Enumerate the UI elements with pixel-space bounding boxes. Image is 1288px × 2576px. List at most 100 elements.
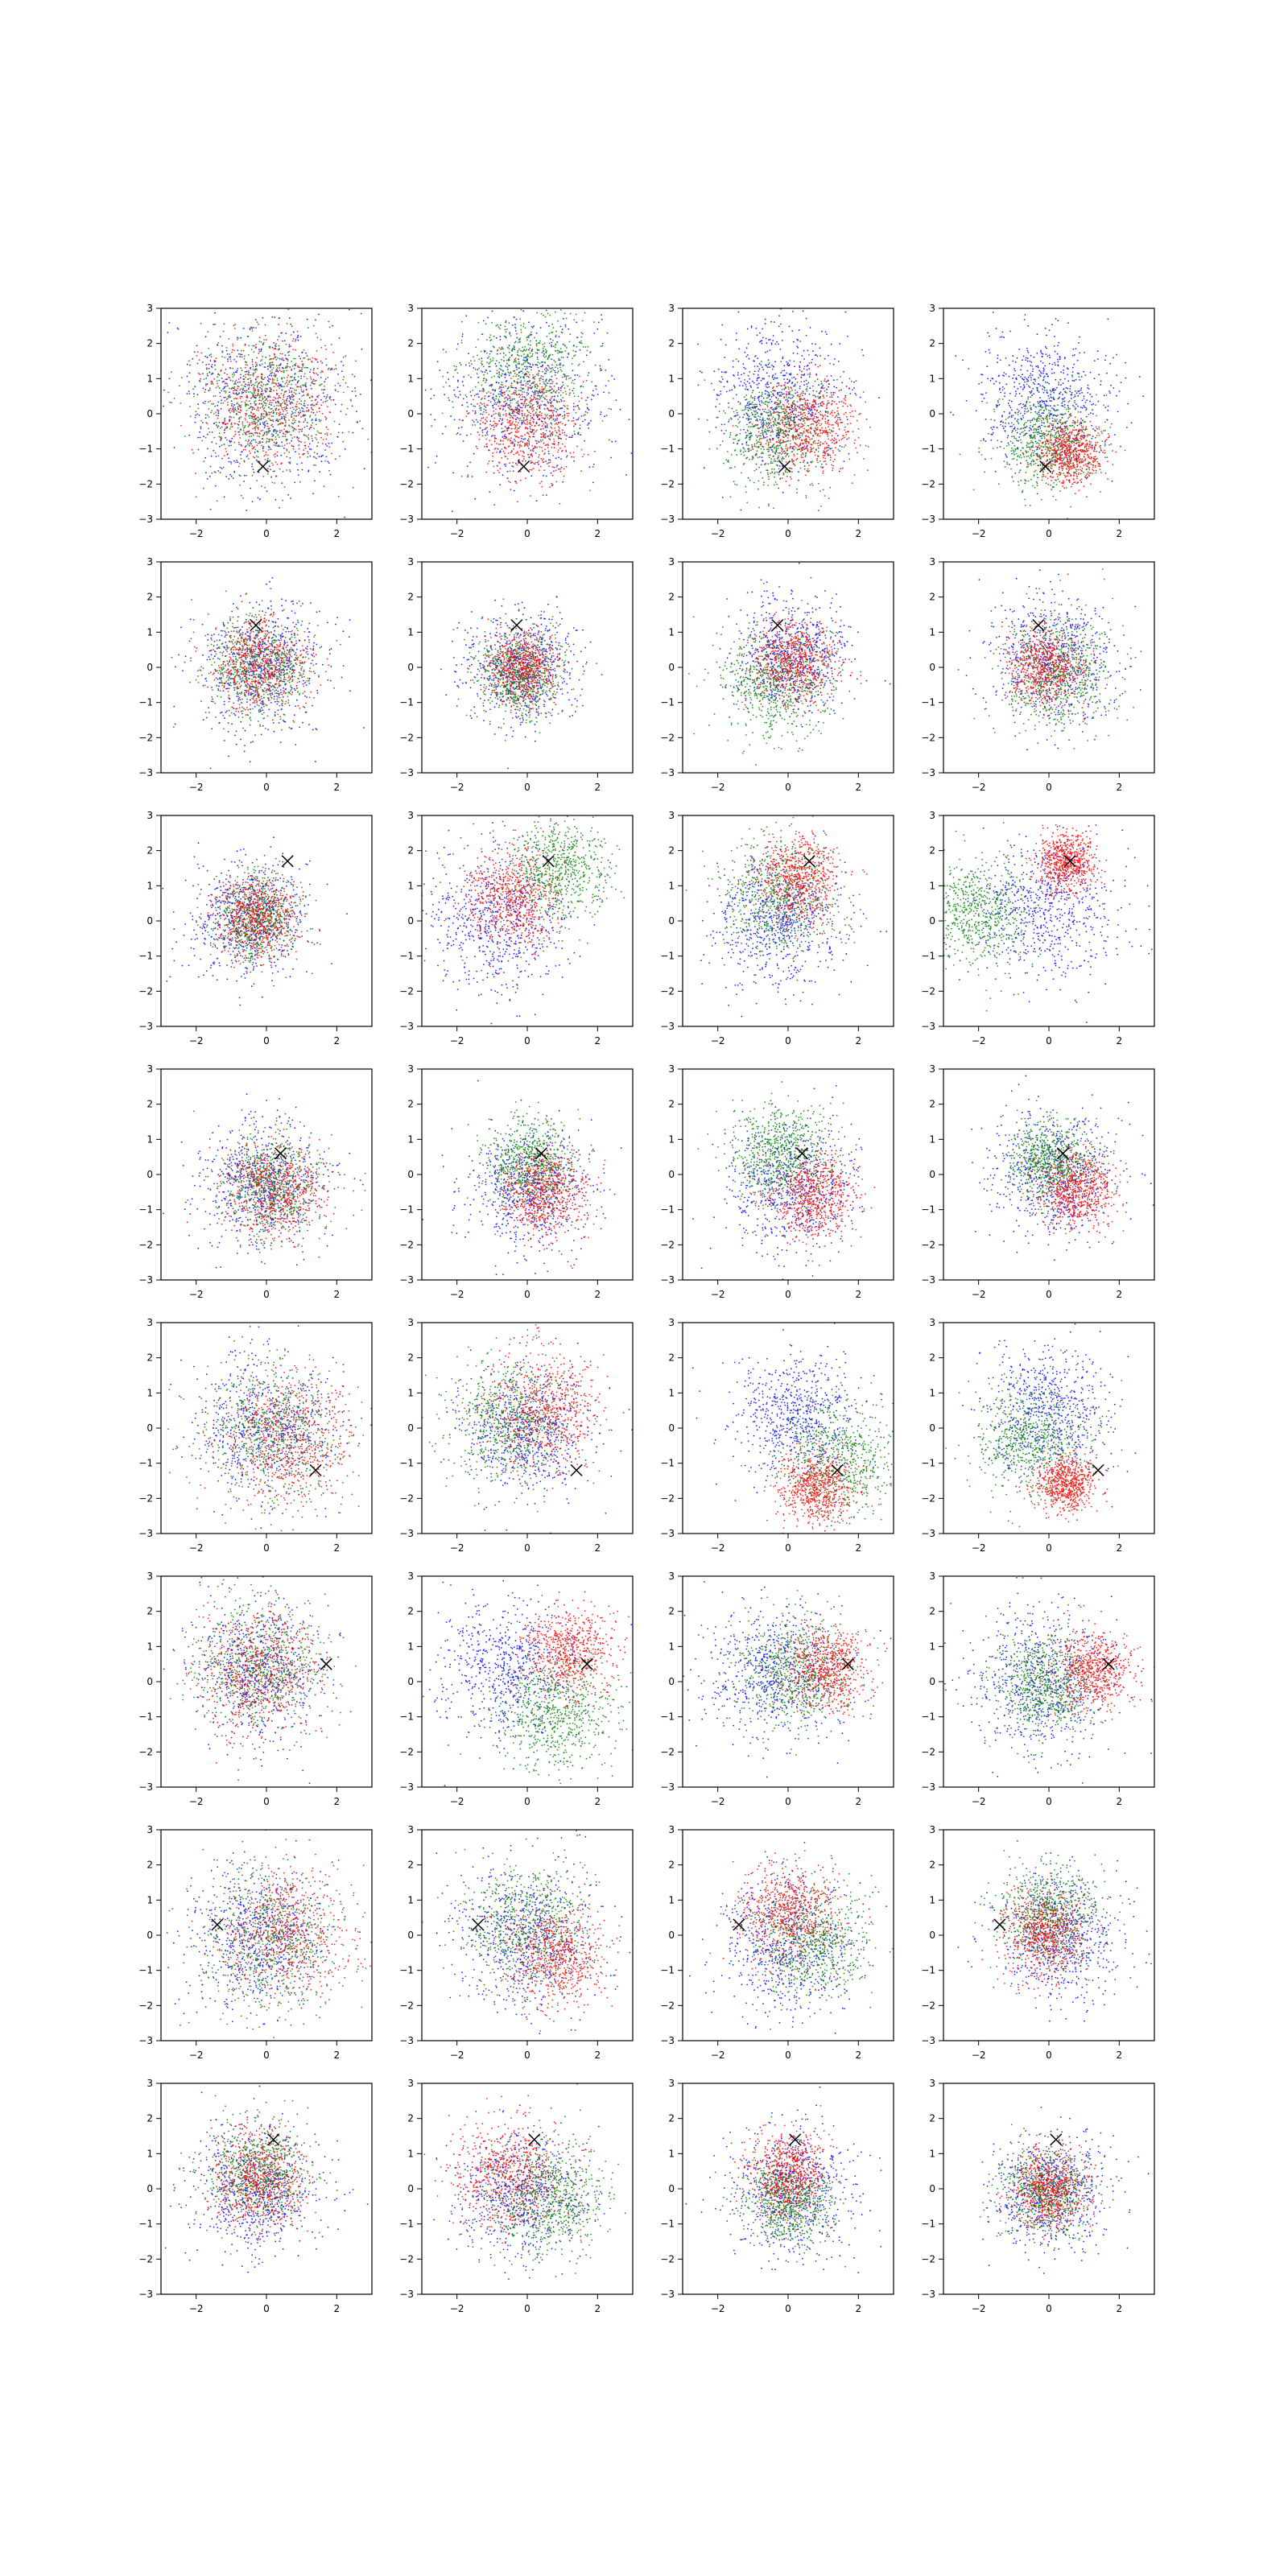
y-tick-label: −3 (921, 1021, 935, 1032)
x-tick-label: 2 (334, 1035, 341, 1046)
y-tick-label: 0 (668, 915, 675, 927)
y-tick-label: 1 (407, 1641, 414, 1652)
y-tick-label: 0 (407, 1676, 414, 1687)
y-tick-label: 2 (147, 1860, 153, 1871)
x-tick-label: 0 (524, 2303, 530, 2314)
y-tick-label: 0 (147, 1676, 153, 1687)
x-tick-label: 2 (334, 528, 341, 539)
y-tick-label: −3 (399, 1021, 414, 1032)
y-tick-label: 2 (407, 2113, 414, 2124)
x-tick-label: −2 (711, 782, 725, 793)
x-tick-label: 0 (785, 1289, 791, 1300)
y-tick-label: −1 (660, 1965, 675, 1976)
y-tick-label: 0 (407, 2183, 414, 2194)
x-tick-label: 2 (1117, 1035, 1123, 1046)
x-tick-label: −2 (711, 2303, 725, 2314)
y-tick-label: 1 (668, 2148, 675, 2159)
y-tick-label: −1 (921, 444, 935, 455)
x-tick-label: 0 (785, 782, 791, 793)
y-tick-label: −1 (660, 697, 675, 708)
y-tick-label: 2 (407, 1099, 414, 1110)
y-tick-label: 3 (929, 1824, 935, 1835)
y-tick-label: 2 (407, 1352, 414, 1364)
y-tick-label: 3 (929, 303, 935, 314)
y-tick-label: 3 (668, 1317, 675, 1328)
y-tick-label: 2 (147, 1352, 153, 1364)
x-tick-label: 0 (263, 2303, 270, 2314)
y-tick-label: 2 (147, 338, 153, 349)
x-tick-label: −2 (711, 1035, 725, 1046)
y-tick-label: 3 (147, 1317, 153, 1328)
y-tick-label: 0 (407, 915, 414, 927)
y-tick-label: 3 (929, 1571, 935, 1582)
x-tick-label: 0 (1046, 1035, 1052, 1046)
y-tick-label: 1 (668, 626, 675, 638)
y-tick-label: 0 (668, 1930, 675, 1941)
y-tick-label: 2 (668, 592, 675, 603)
x-tick-label: −2 (189, 528, 204, 539)
y-tick-label: −1 (138, 444, 153, 455)
y-tick-label: 2 (929, 1860, 935, 1871)
x-tick-label: 2 (334, 1796, 341, 1807)
y-tick-label: 1 (147, 1387, 153, 1398)
x-tick-label: 0 (1046, 1289, 1052, 1300)
y-tick-label: −2 (921, 2000, 935, 2011)
y-tick-label: 3 (407, 303, 414, 314)
y-tick-label: 2 (929, 338, 935, 349)
x-tick-label: 2 (1117, 782, 1123, 793)
y-tick-label: −3 (660, 1781, 675, 1793)
y-tick-label: −3 (660, 514, 675, 525)
y-tick-label: 0 (929, 915, 935, 927)
y-tick-label: 0 (147, 2183, 153, 2194)
y-tick-label: 2 (147, 1606, 153, 1617)
x-tick-label: −2 (450, 1289, 464, 1300)
y-tick-label: −3 (921, 767, 935, 778)
y-tick-label: 2 (407, 845, 414, 857)
y-tick-label: 1 (407, 880, 414, 891)
y-tick-label: 1 (668, 880, 675, 891)
y-tick-label: 0 (929, 1169, 935, 1180)
y-tick-label: 1 (929, 880, 935, 891)
y-tick-label: 3 (147, 810, 153, 821)
y-tick-label: 2 (929, 2113, 935, 2124)
y-tick-label: −2 (399, 1492, 414, 1504)
y-tick-label: −3 (921, 514, 935, 525)
y-tick-label: −2 (399, 1746, 414, 1757)
y-tick-label: −2 (921, 2253, 935, 2264)
y-tick-label: 2 (147, 2113, 153, 2124)
y-tick-label: −1 (138, 2219, 153, 2230)
y-tick-label: 3 (407, 810, 414, 821)
y-tick-label: 1 (668, 1641, 675, 1652)
y-tick-label: 3 (929, 1317, 935, 1328)
y-tick-label: 3 (147, 303, 153, 314)
x-tick-label: 2 (856, 1289, 862, 1300)
x-tick-label: −2 (450, 2050, 464, 2061)
y-tick-label: 1 (407, 626, 414, 638)
y-tick-label: −2 (660, 2253, 675, 2264)
x-tick-label: 0 (785, 2050, 791, 2061)
y-tick-label: 1 (929, 1641, 935, 1652)
y-tick-label: −1 (660, 1204, 675, 1216)
y-tick-label: −1 (399, 1458, 414, 1469)
y-tick-label: 2 (668, 2113, 675, 2124)
y-tick-label: 3 (929, 2078, 935, 2089)
x-tick-label: 2 (856, 528, 862, 539)
x-tick-label: −2 (189, 2303, 204, 2314)
y-tick-label: 1 (407, 1387, 414, 1398)
x-tick-label: 0 (1046, 1796, 1052, 1807)
y-tick-label: 1 (929, 1894, 935, 1905)
y-tick-label: −2 (138, 1492, 153, 1504)
y-tick-label: −2 (660, 2000, 675, 2011)
y-tick-label: 1 (668, 1133, 675, 1145)
y-tick-label: −2 (138, 2000, 153, 2011)
y-tick-label: −2 (138, 478, 153, 489)
y-tick-label: 2 (407, 1860, 414, 1871)
y-tick-label: −2 (660, 985, 675, 997)
y-tick-label: −1 (399, 697, 414, 708)
x-tick-label: 2 (334, 782, 341, 793)
y-tick-label: 0 (407, 1169, 414, 1180)
y-tick-label: −1 (660, 1711, 675, 1723)
y-tick-label: −3 (138, 767, 153, 778)
y-tick-label: −2 (921, 732, 935, 743)
